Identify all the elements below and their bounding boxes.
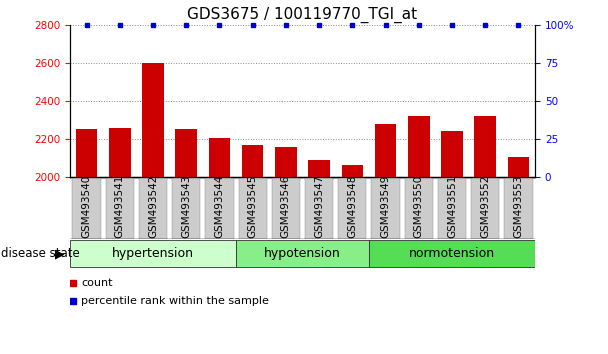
Bar xyxy=(275,147,297,177)
Bar xyxy=(408,116,430,177)
Text: percentile rank within the sample: percentile rank within the sample xyxy=(81,296,269,306)
Bar xyxy=(441,131,463,177)
Text: hypertension: hypertension xyxy=(112,247,194,260)
Text: GSM493546: GSM493546 xyxy=(281,175,291,239)
Title: GDS3675 / 100119770_TGI_at: GDS3675 / 100119770_TGI_at xyxy=(187,7,418,23)
FancyBboxPatch shape xyxy=(172,177,200,239)
FancyBboxPatch shape xyxy=(369,240,535,267)
Text: GSM493547: GSM493547 xyxy=(314,175,324,239)
Text: GSM493545: GSM493545 xyxy=(247,175,258,239)
FancyBboxPatch shape xyxy=(504,177,533,239)
Text: GSM493550: GSM493550 xyxy=(414,175,424,238)
Text: hypotension: hypotension xyxy=(264,247,341,260)
Bar xyxy=(242,145,263,177)
Bar xyxy=(175,130,197,177)
Text: GSM493548: GSM493548 xyxy=(347,175,358,239)
Bar xyxy=(342,165,363,177)
Text: count: count xyxy=(81,278,113,288)
FancyBboxPatch shape xyxy=(236,240,369,267)
FancyBboxPatch shape xyxy=(139,177,167,239)
Bar xyxy=(474,116,496,177)
FancyBboxPatch shape xyxy=(72,177,101,239)
Bar xyxy=(209,138,230,177)
Text: GSM493553: GSM493553 xyxy=(513,175,523,239)
Text: disease state: disease state xyxy=(1,247,80,260)
Text: GSM493540: GSM493540 xyxy=(81,175,92,238)
Text: GSM493543: GSM493543 xyxy=(181,175,191,239)
Bar xyxy=(308,160,330,177)
Text: GSM493544: GSM493544 xyxy=(215,175,224,239)
Text: GSM493551: GSM493551 xyxy=(447,175,457,239)
FancyBboxPatch shape xyxy=(338,177,367,239)
FancyBboxPatch shape xyxy=(405,177,433,239)
FancyBboxPatch shape xyxy=(305,177,333,239)
Bar xyxy=(109,127,131,177)
Text: GSM493549: GSM493549 xyxy=(381,175,390,239)
FancyBboxPatch shape xyxy=(438,177,466,239)
Text: GSM493552: GSM493552 xyxy=(480,175,490,239)
FancyBboxPatch shape xyxy=(471,177,499,239)
FancyBboxPatch shape xyxy=(206,177,233,239)
Bar xyxy=(142,63,164,177)
Text: GSM493541: GSM493541 xyxy=(115,175,125,239)
Bar xyxy=(76,130,97,177)
FancyBboxPatch shape xyxy=(371,177,399,239)
Text: GSM493542: GSM493542 xyxy=(148,175,158,239)
FancyBboxPatch shape xyxy=(70,240,236,267)
FancyBboxPatch shape xyxy=(106,177,134,239)
Bar xyxy=(375,124,396,177)
FancyBboxPatch shape xyxy=(272,177,300,239)
FancyBboxPatch shape xyxy=(238,177,267,239)
Bar xyxy=(508,157,529,177)
Text: normotension: normotension xyxy=(409,247,495,260)
Text: ▶: ▶ xyxy=(55,247,65,260)
